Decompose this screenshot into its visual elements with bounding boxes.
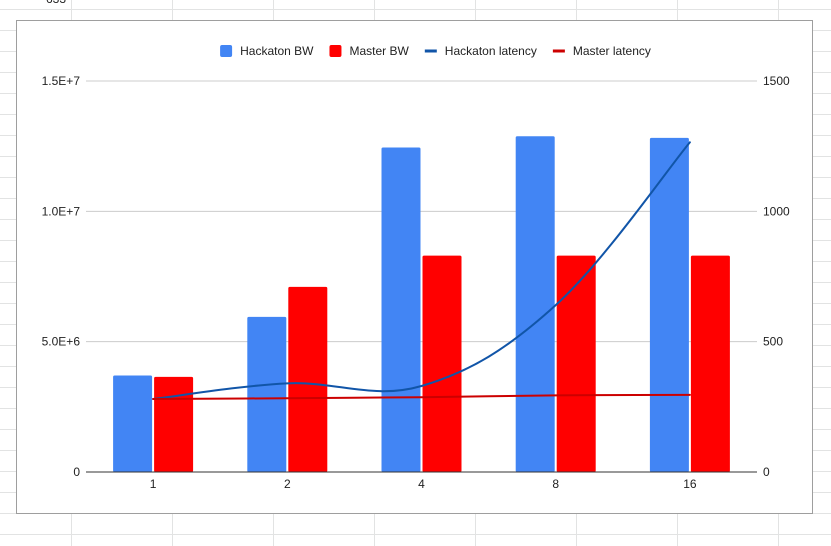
- bar-master-bw: [422, 255, 462, 472]
- bar-master-bw: [288, 286, 328, 472]
- bar-hackaton-bw: [649, 137, 689, 473]
- bar-hackaton-bw: [381, 147, 421, 472]
- axes: 0 5.0E+6 1.0E+7 1.5E+7 0 500 1000 1500 1 2 4 8 16: [42, 74, 790, 491]
- x-tick-label: 16: [683, 477, 697, 491]
- legend-item-master-latency: Master latency: [552, 44, 651, 58]
- legend-label: Hackaton latency: [445, 44, 537, 58]
- legend-label: Master latency: [573, 44, 651, 58]
- y-left-tick-label: 1.0E+7: [42, 204, 81, 218]
- x-tick-label: 1: [150, 477, 157, 491]
- y-left-tick-label: 0: [73, 465, 80, 479]
- bar-master-bw: [690, 255, 730, 472]
- lines: [152, 141, 691, 401]
- legend-item-hackaton-latency: Hackaton latency: [424, 44, 537, 58]
- legend-label: Master BW: [349, 44, 409, 58]
- y-left-tick-label: 1.5E+7: [42, 74, 81, 88]
- chart-frame[interactable]: 0 5.0E+6 1.0E+7 1.5E+7 0 500 1000 1500 1 2 4 8 16 Ha…: [16, 20, 813, 514]
- y-right-tick-label: 0: [763, 465, 770, 479]
- legend-swatch: [424, 49, 437, 53]
- y-right-tick-label: 500: [763, 335, 783, 349]
- legend-swatch: [552, 49, 565, 53]
- bar-hackaton-bw: [515, 136, 555, 472]
- combo-chart: 0 5.0E+6 1.0E+7 1.5E+7 0 500 1000 1500 1 2 4 8 16 Ha…: [42, 44, 790, 491]
- y-left-tick-label: 5.0E+6: [42, 335, 81, 349]
- legend-swatch: [220, 45, 233, 57]
- bar-master-bw: [154, 376, 194, 472]
- legend-item-master-bw: Master BW: [329, 44, 409, 58]
- legend-swatch: [329, 45, 342, 57]
- gridlines: [86, 80, 757, 343]
- bar-hackaton-bw: [113, 375, 153, 472]
- bar-master-bw: [556, 255, 596, 472]
- legend: Hackaton BW Master BW Hackaton latency Mast…: [220, 44, 651, 58]
- legend-item-hackaton-bw: Hackaton BW: [220, 44, 314, 58]
- line-hackaton-latency: [152, 141, 691, 401]
- cell-text-peek: 633: [46, 0, 66, 6]
- bar-hackaton-bw: [247, 316, 287, 472]
- legend-label: Hackaton BW: [240, 44, 314, 58]
- y-right-tick-label: 1000: [763, 204, 790, 218]
- x-tick-label: 4: [418, 477, 425, 491]
- y-right-tick-label: 1500: [763, 74, 790, 88]
- x-tick-label: 2: [284, 477, 291, 491]
- x-tick-label: 8: [552, 477, 559, 491]
- line-master-latency: [152, 393, 691, 401]
- bars: [113, 136, 730, 473]
